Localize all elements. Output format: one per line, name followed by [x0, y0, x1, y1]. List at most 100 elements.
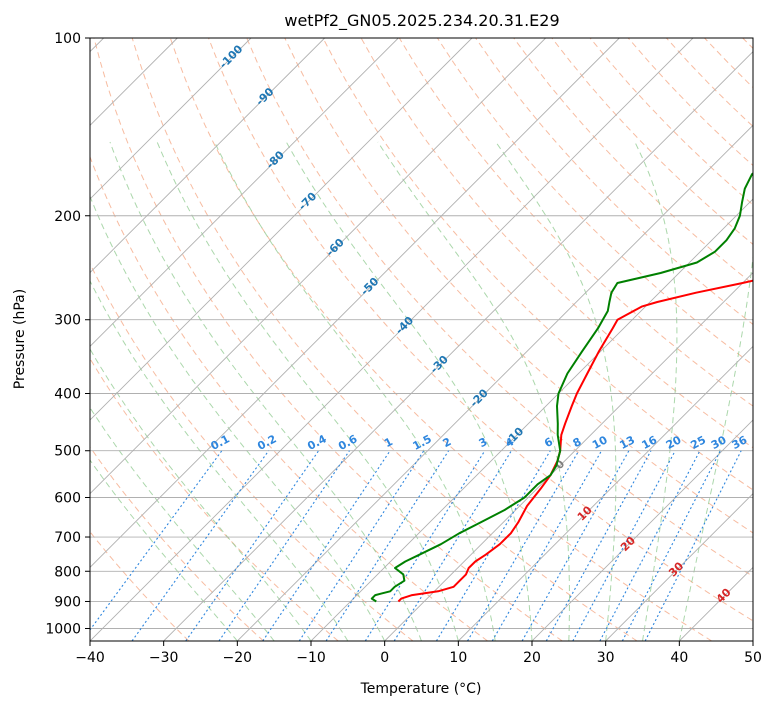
dry-adiabat-line: [666, 38, 753, 128]
x-tick-label: −20: [223, 650, 253, 666]
pressure-gridlines: [90, 38, 753, 629]
isotherm-line: [310, 198, 753, 641]
mixing-ratio-line: [218, 450, 350, 641]
y-tick-label: 300: [54, 313, 81, 329]
mixing-ratio-label: 0.1: [209, 432, 232, 453]
mixing-ratio-line: [298, 450, 425, 641]
dry-adiabat-line: [513, 38, 753, 285]
moist-adiabat-line: [377, 141, 570, 641]
y-tick-label: 100: [54, 31, 81, 47]
isotherm-label: -40: [393, 314, 416, 337]
moist-adiabat-line: [90, 348, 312, 641]
y-tick-label: 900: [54, 594, 81, 610]
isotherm-line: [90, 38, 620, 568]
dry-adiabat-line: [246, 38, 753, 578]
dry-adiabat-line: [90, 446, 264, 641]
x-axis-ticks: −40 −30 −20 −10 0 10 20 30 40 50: [75, 641, 762, 666]
isotherms: [90, 38, 753, 641]
isotherm-label: -50: [358, 275, 381, 298]
isotherm-label: 10: [575, 503, 595, 523]
dry-adiabat-line: [90, 155, 488, 641]
y-tick-label: 800: [54, 564, 81, 580]
mixing-ratio-line: [467, 450, 580, 641]
mixing-ratio-label: 30: [709, 433, 729, 452]
y-axis-ticks: 100 200 300 400 500 600 700 800 900 1000: [45, 31, 90, 637]
plot-frame: [89, 37, 754, 642]
isotherm-label: -30: [428, 353, 451, 376]
y-tick-label: 500: [54, 444, 81, 460]
dry-adiabat-line: [90, 262, 414, 641]
x-tick-label: 40: [670, 650, 688, 666]
mixing-ratio-label: 13: [617, 433, 637, 452]
isotherm-label: 40: [714, 586, 734, 606]
isotherm-line: [531, 419, 753, 641]
mixing-ratio-label: 25: [688, 433, 708, 452]
x-tick-label: 0: [380, 650, 389, 666]
isotherm-line: [163, 51, 753, 641]
mixing-ratio-label: 10: [590, 433, 610, 452]
mixing-ratio-line: [491, 450, 602, 641]
dry-adiabat-line: [704, 38, 753, 89]
mixing-ratio-lines: [90, 450, 742, 641]
isotherm-line: [90, 38, 252, 200]
isotherm-label: -80: [264, 148, 287, 171]
isotherm-line: [90, 38, 546, 495]
mixing-ratio-label: 16: [640, 433, 660, 452]
profile-series: [370, 172, 753, 603]
isotherm-line: [752, 640, 753, 641]
y-tick-label: 700: [54, 530, 81, 546]
isotherm-label: -100: [217, 42, 246, 71]
moist-adiabats: [90, 141, 753, 641]
mixing-ratio-line: [364, 450, 486, 641]
y-tick-label: 600: [54, 490, 81, 506]
isotherm-line: [90, 38, 694, 641]
moist-adiabat-line: [678, 252, 753, 641]
mixing-ratio-line: [90, 450, 223, 631]
mixing-ratio-label: 6: [542, 435, 555, 450]
mixing-ratio-label: 0.2: [255, 432, 278, 453]
y-tick-label: 1000: [45, 621, 81, 637]
dry-adiabat-line: [551, 38, 753, 245]
isotherm-line: [90, 38, 325, 274]
mixing-ratio-line: [599, 450, 701, 641]
dry-adiabat-line: [90, 357, 339, 641]
x-tick-label: −40: [75, 650, 105, 666]
isotherm-line: [90, 38, 399, 347]
mixing-ratio-line: [435, 450, 551, 641]
mixing-ratio-line: [545, 450, 652, 641]
dry-adiabat-line: [475, 38, 753, 325]
moist-adiabat-line: [214, 141, 496, 641]
dry-adiabat-line: [284, 38, 753, 534]
isotherm-label: -60: [324, 236, 347, 259]
mixing-ratio-label: 36: [730, 433, 750, 452]
mixing-ratio-labels: 0.1 0.2 0.4 0.6 1 1.5 2 3 4 6 8 10 13 16 20 25 30 36: [209, 432, 750, 453]
isotherm-label: -20: [468, 386, 491, 409]
isotherm-line: [605, 493, 753, 641]
mixing-ratio-label: 0.4: [305, 432, 329, 453]
dry-adiabats: [90, 38, 753, 641]
mixing-ratio-line: [393, 450, 512, 641]
mixing-ratio-line: [521, 450, 630, 641]
mixing-ratio-line: [325, 450, 450, 641]
y-tick-label: 400: [54, 387, 81, 403]
dry-adiabat-line: [322, 38, 753, 491]
isotherm-line: [90, 38, 473, 421]
dry-adiabat-line: [742, 38, 753, 50]
x-tick-label: −30: [149, 650, 179, 666]
mixing-ratio-line: [262, 450, 391, 641]
mixing-ratio-label: 20: [664, 433, 684, 452]
x-tick-label: 50: [744, 650, 762, 666]
dry-adiabat-line: [208, 38, 753, 622]
dry-adiabat-line: [131, 38, 638, 641]
x-tick-label: −10: [296, 650, 326, 666]
mixing-ratio-line: [572, 450, 676, 641]
mixing-ratio-label: 0.6: [336, 432, 360, 453]
y-axis-title: Pressure (hPa): [12, 289, 28, 389]
isotherm-line: [458, 345, 753, 641]
moist-adiabat-line: [285, 141, 533, 641]
y-tick-label: 200: [54, 209, 81, 225]
mixing-ratio-label: 1: [382, 435, 395, 450]
